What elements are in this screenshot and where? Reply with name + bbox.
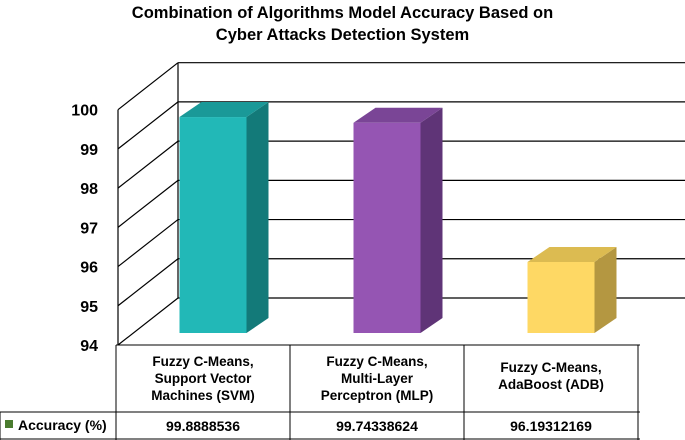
y-tick-label: 96 — [80, 260, 98, 277]
y-tick-label: 98 — [80, 181, 98, 198]
gridline-diagonal — [117, 179, 179, 228]
bar-side — [594, 246, 617, 333]
gridline-diagonal — [117, 62, 179, 111]
gridline-diagonal — [117, 140, 179, 189]
data-label: 96.19312169 — [510, 418, 592, 434]
y-tick-label: 95 — [80, 299, 98, 316]
gridline-diagonal — [117, 219, 179, 268]
chart-title: Combination of Algorithms Model Accuracy… — [0, 2, 685, 46]
data-label: 99.8888536 — [166, 418, 240, 434]
gridline-diagonal — [117, 101, 179, 150]
bar — [527, 261, 595, 333]
data-label: 99.74338624 — [336, 418, 418, 434]
series-name: Accuracy (%) — [18, 417, 107, 433]
category-label: Fuzzy C-Means, AdaBoost (ADB) — [498, 360, 604, 392]
gridline-diagonal — [117, 258, 179, 307]
chart-title-line-2: Cyber Attacks Detection System — [215, 26, 470, 44]
y-tick-label: 97 — [80, 220, 98, 237]
chart-title-line-1: Combination of Algorithms Model Accuracy… — [131, 4, 554, 22]
bar-side — [420, 107, 443, 333]
category-label: Fuzzy C-Means, Support Vector Machines (SV… — [151, 354, 255, 403]
bar-top — [179, 102, 269, 118]
bar — [353, 122, 421, 333]
gridline-diagonal — [117, 297, 179, 346]
legend-swatch — [5, 420, 13, 428]
bar-side — [246, 102, 269, 333]
y-tick-label: 94 — [80, 338, 98, 355]
bar — [179, 117, 247, 333]
category-label: Fuzzy C-Means, Multi-Layer Perceptron (MLP… — [321, 354, 434, 403]
y-tick-label: 100 — [71, 103, 98, 120]
bar-top — [527, 246, 617, 262]
bar-top — [353, 107, 443, 123]
y-tick-label: 99 — [80, 142, 98, 159]
